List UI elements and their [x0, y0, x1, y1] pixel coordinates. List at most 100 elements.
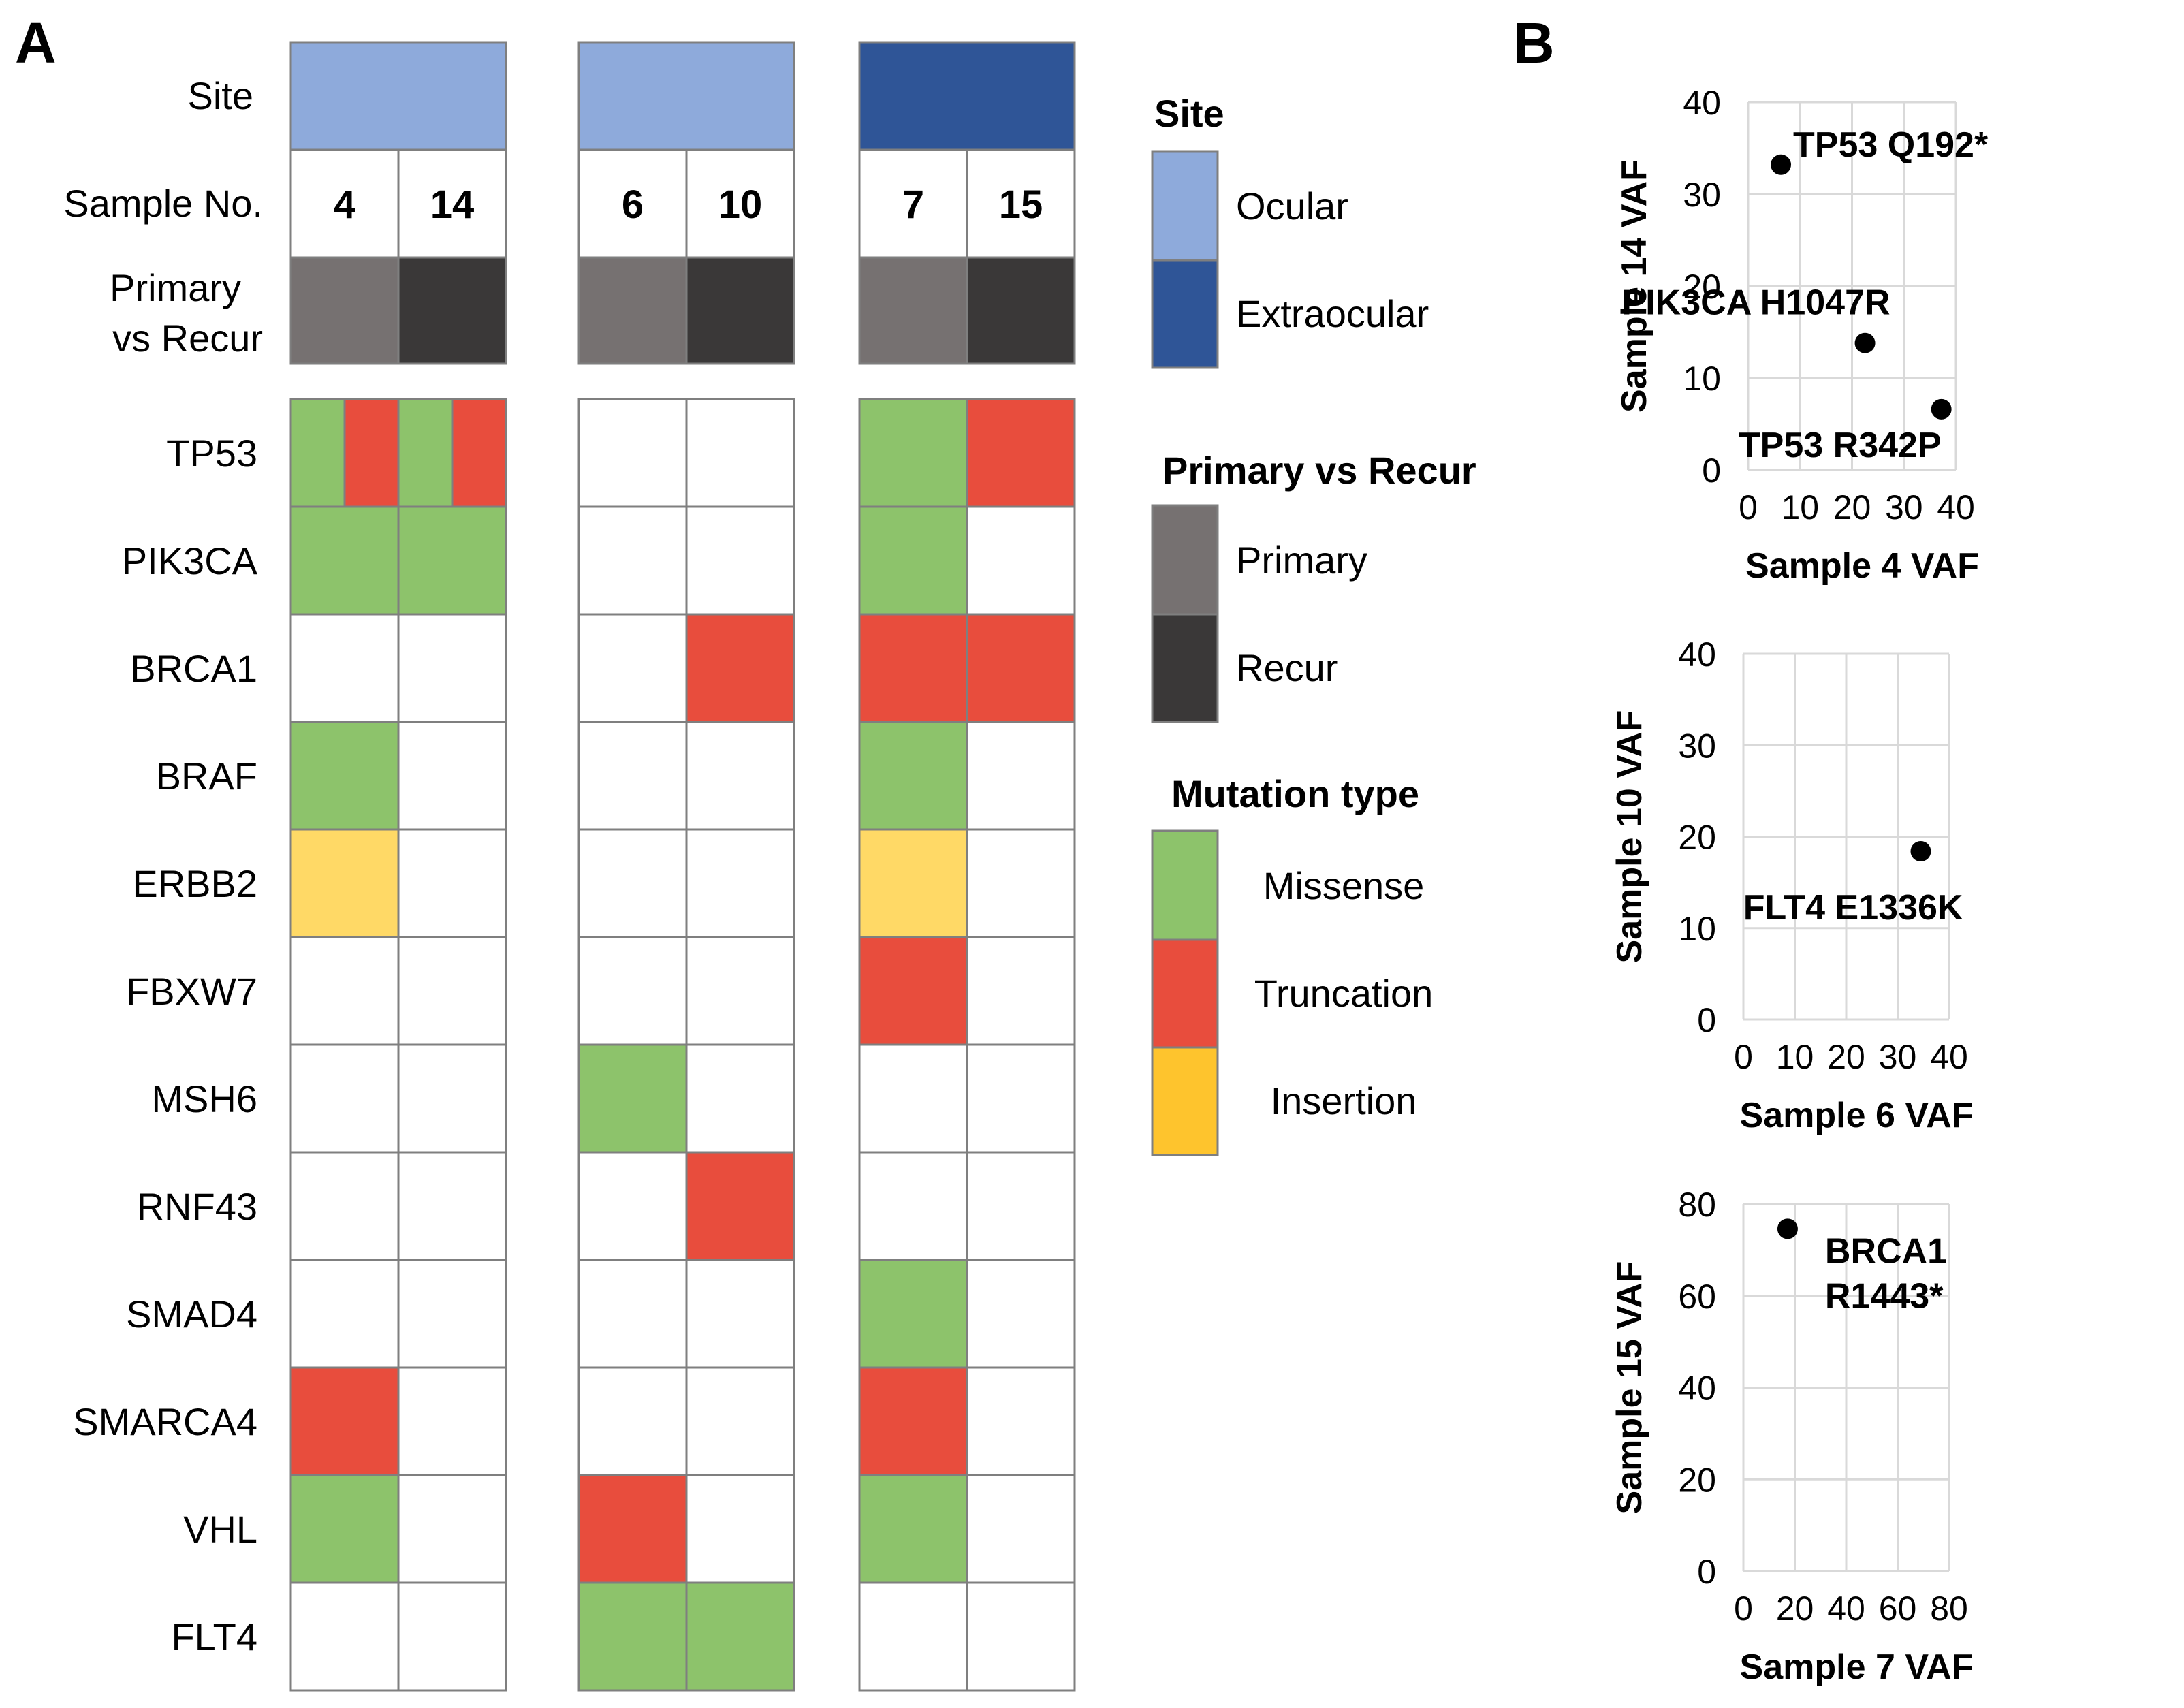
mutation-cell-empty	[685, 721, 795, 831]
gene-label: ERBB2	[132, 862, 257, 905]
x-tick-label: 10	[1781, 488, 1819, 526]
primary-recur-cell	[685, 256, 795, 365]
scatter-plot: 0 10 20 30 40 0 10 20 30 40 Sample 4 VAF Sample 14 …	[1615, 84, 1989, 586]
mutation-cell-empty	[397, 721, 507, 831]
mutation-cell-empty	[966, 721, 1076, 831]
primary-recur-cell	[289, 256, 400, 365]
mutation-matrix	[289, 398, 1076, 1692]
y-tick-label: 20	[1678, 1461, 1716, 1499]
mutation-cell-empty	[289, 1043, 400, 1154]
gene-label: SMARCA4	[73, 1400, 257, 1443]
data-point	[1854, 332, 1876, 353]
mutation-cell-truncation	[858, 1366, 968, 1476]
x-tick-label: 30	[1885, 488, 1923, 526]
site-bar	[289, 41, 507, 151]
mutation-cell-empty	[577, 1366, 688, 1476]
data-point	[1771, 154, 1792, 175]
data-label-line: FLT4 E1336K	[1743, 888, 1963, 928]
mutation-cell-empty	[397, 1151, 507, 1261]
mutation-cell-empty	[685, 1366, 795, 1476]
data-label-line: R1443*	[1825, 1276, 1944, 1316]
legend-swatch-ocular	[1151, 150, 1219, 262]
gene-label: VHL	[183, 1508, 257, 1551]
sample-number-label: 4	[334, 183, 355, 227]
y-axis-title: Sample 14 VAF	[1615, 159, 1654, 413]
mutation-cell-empty	[685, 1043, 795, 1154]
mutation-cell-empty	[685, 828, 795, 938]
gene-labels: TP53 PIK3CA BRCA1 BRAF ERBB2 FBXW7 MSH6 RNF43 SM…	[73, 432, 257, 1658]
mutation-cell-empty	[858, 1151, 968, 1261]
mutation-cell-empty	[577, 613, 688, 723]
x-axis-title: Sample 4 VAF	[1745, 546, 1979, 586]
row-label-site: Site	[188, 74, 254, 117]
x-tick-label: 30	[1879, 1038, 1917, 1076]
row-label-pvr-line1: Primary	[110, 266, 241, 309]
site-bar	[577, 41, 795, 151]
mutation-cell-truncation	[858, 936, 968, 1046]
data-label: FLT4 E1336K	[1743, 888, 1963, 928]
y-tick-label: 30	[1678, 727, 1716, 765]
mutation-cell-empty	[966, 1366, 1076, 1476]
x-tick-label: 80	[1930, 1590, 1968, 1628]
x-tick-label: 40	[1930, 1038, 1968, 1076]
legend-label-truncation: Truncation	[1254, 972, 1434, 1015]
legend-swatch-insertion	[1151, 1046, 1219, 1156]
primary-recur-cell	[966, 256, 1076, 365]
mutation-cell-empty	[685, 936, 795, 1046]
legend-swatch-missense	[1151, 829, 1219, 941]
mutation-cell-empty	[577, 505, 688, 616]
x-tick-label: 0	[1734, 1038, 1753, 1076]
y-tick-label: 0	[1697, 1553, 1716, 1591]
mutation-cell-missense	[685, 1581, 795, 1692]
data-label: BRCA1 R1443*	[1825, 1231, 1947, 1316]
sample-number-label: 14	[430, 183, 475, 227]
x-tick-label: 40	[1937, 488, 1975, 526]
mutation-cell-empty	[685, 398, 795, 508]
panel-label-a: A	[15, 11, 57, 75]
gene-label: BRCA1	[130, 647, 257, 690]
mutation-cell-missense	[289, 721, 400, 831]
legend-label-primary: Primary	[1236, 539, 1367, 582]
sample-number-cell	[397, 148, 507, 259]
y-tick-label: 20	[1678, 819, 1716, 857]
data-point	[1777, 1218, 1798, 1239]
mutation-cell-truncation	[343, 398, 400, 508]
mutation-cell-empty	[966, 1259, 1076, 1369]
y-tick-label: 60	[1678, 1278, 1716, 1316]
y-axis-title: Sample 15 VAF	[1610, 1261, 1649, 1515]
mutation-cell-empty	[577, 721, 688, 831]
gene-label: BRAF	[156, 755, 257, 797]
sample-number-cell	[966, 148, 1076, 259]
legend-swatch-primary	[1151, 504, 1219, 616]
legend-label-recur: Recur	[1236, 646, 1338, 689]
gene-label: FLT4	[171, 1615, 257, 1658]
data-label-line: TP53 Q192*	[1793, 125, 1989, 165]
y-axis-title: Sample 10 VAF	[1610, 710, 1649, 964]
data-label-line: PIK3CA H1047R	[1622, 283, 1890, 323]
x-tick-label: 0	[1734, 1590, 1753, 1628]
mutation-cell-truncation	[577, 1474, 688, 1584]
row-label-pvr-line2: vs Recur	[112, 317, 263, 360]
legend-label-extraocular: Extraocular	[1236, 292, 1429, 335]
mutation-cell-truncation	[685, 1151, 795, 1261]
sample-number-label: 10	[718, 183, 763, 227]
sample-number-cell	[577, 148, 688, 259]
x-axis-title: Sample 7 VAF	[1740, 1647, 1974, 1687]
mutation-cell-missense	[858, 505, 968, 616]
gene-label: FBXW7	[126, 970, 257, 1013]
mutation-cell-truncation	[966, 613, 1076, 723]
legend-mutation-title: Mutation type	[1171, 772, 1419, 815]
x-tick-label: 20	[1776, 1590, 1814, 1628]
mutation-cell-missense	[577, 1043, 688, 1154]
x-tick-label: 0	[1739, 488, 1758, 526]
gene-label: MSH6	[151, 1077, 257, 1120]
mutation-cell-insertion	[858, 828, 968, 938]
data-point	[1931, 398, 1952, 420]
legend-label-insertion: Insertion	[1271, 1079, 1417, 1122]
sample-number-label: 6	[622, 183, 644, 227]
mutation-cell-missense	[858, 398, 968, 508]
mutation-cell-empty	[397, 1581, 507, 1692]
sample-number-label: 7	[902, 183, 924, 227]
mutation-cell-missense	[858, 1474, 968, 1584]
